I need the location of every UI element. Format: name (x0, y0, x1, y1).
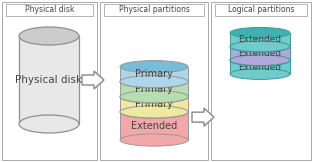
Bar (120, 97, 188, 112)
FancyBboxPatch shape (211, 2, 311, 160)
Ellipse shape (230, 27, 290, 38)
Ellipse shape (230, 69, 290, 79)
Ellipse shape (120, 91, 188, 103)
Bar (230, 33, 290, 46)
Ellipse shape (120, 61, 188, 73)
Bar (19, 36, 79, 124)
Text: Extended: Extended (131, 121, 177, 131)
Text: Primary: Primary (135, 69, 173, 79)
FancyBboxPatch shape (215, 4, 307, 16)
Polygon shape (192, 108, 214, 126)
FancyBboxPatch shape (100, 2, 208, 160)
Bar (120, 67, 188, 81)
Ellipse shape (230, 55, 290, 66)
Text: Extended: Extended (239, 35, 282, 44)
Ellipse shape (120, 91, 188, 103)
Ellipse shape (230, 41, 290, 52)
FancyBboxPatch shape (6, 4, 93, 16)
Bar (230, 60, 290, 74)
Ellipse shape (230, 55, 290, 66)
Polygon shape (82, 71, 104, 89)
Text: Physical disk: Physical disk (15, 75, 83, 85)
Ellipse shape (19, 27, 79, 45)
Ellipse shape (120, 75, 188, 88)
Ellipse shape (120, 134, 188, 146)
Text: Physical disk: Physical disk (25, 6, 74, 15)
Text: Extended: Extended (239, 49, 282, 58)
Ellipse shape (19, 115, 79, 133)
Ellipse shape (120, 106, 188, 118)
Text: Extended: Extended (239, 63, 282, 72)
FancyBboxPatch shape (2, 2, 97, 160)
Bar (120, 112, 188, 140)
Ellipse shape (120, 106, 188, 118)
Text: Primary: Primary (135, 84, 173, 94)
FancyBboxPatch shape (104, 4, 204, 16)
Ellipse shape (120, 76, 188, 88)
Ellipse shape (230, 41, 290, 52)
Text: Physical partitions: Physical partitions (119, 6, 189, 15)
Text: Logical partitions: Logical partitions (228, 6, 294, 15)
Bar (120, 82, 188, 97)
Bar (230, 47, 290, 60)
Text: Primary: Primary (135, 99, 173, 109)
